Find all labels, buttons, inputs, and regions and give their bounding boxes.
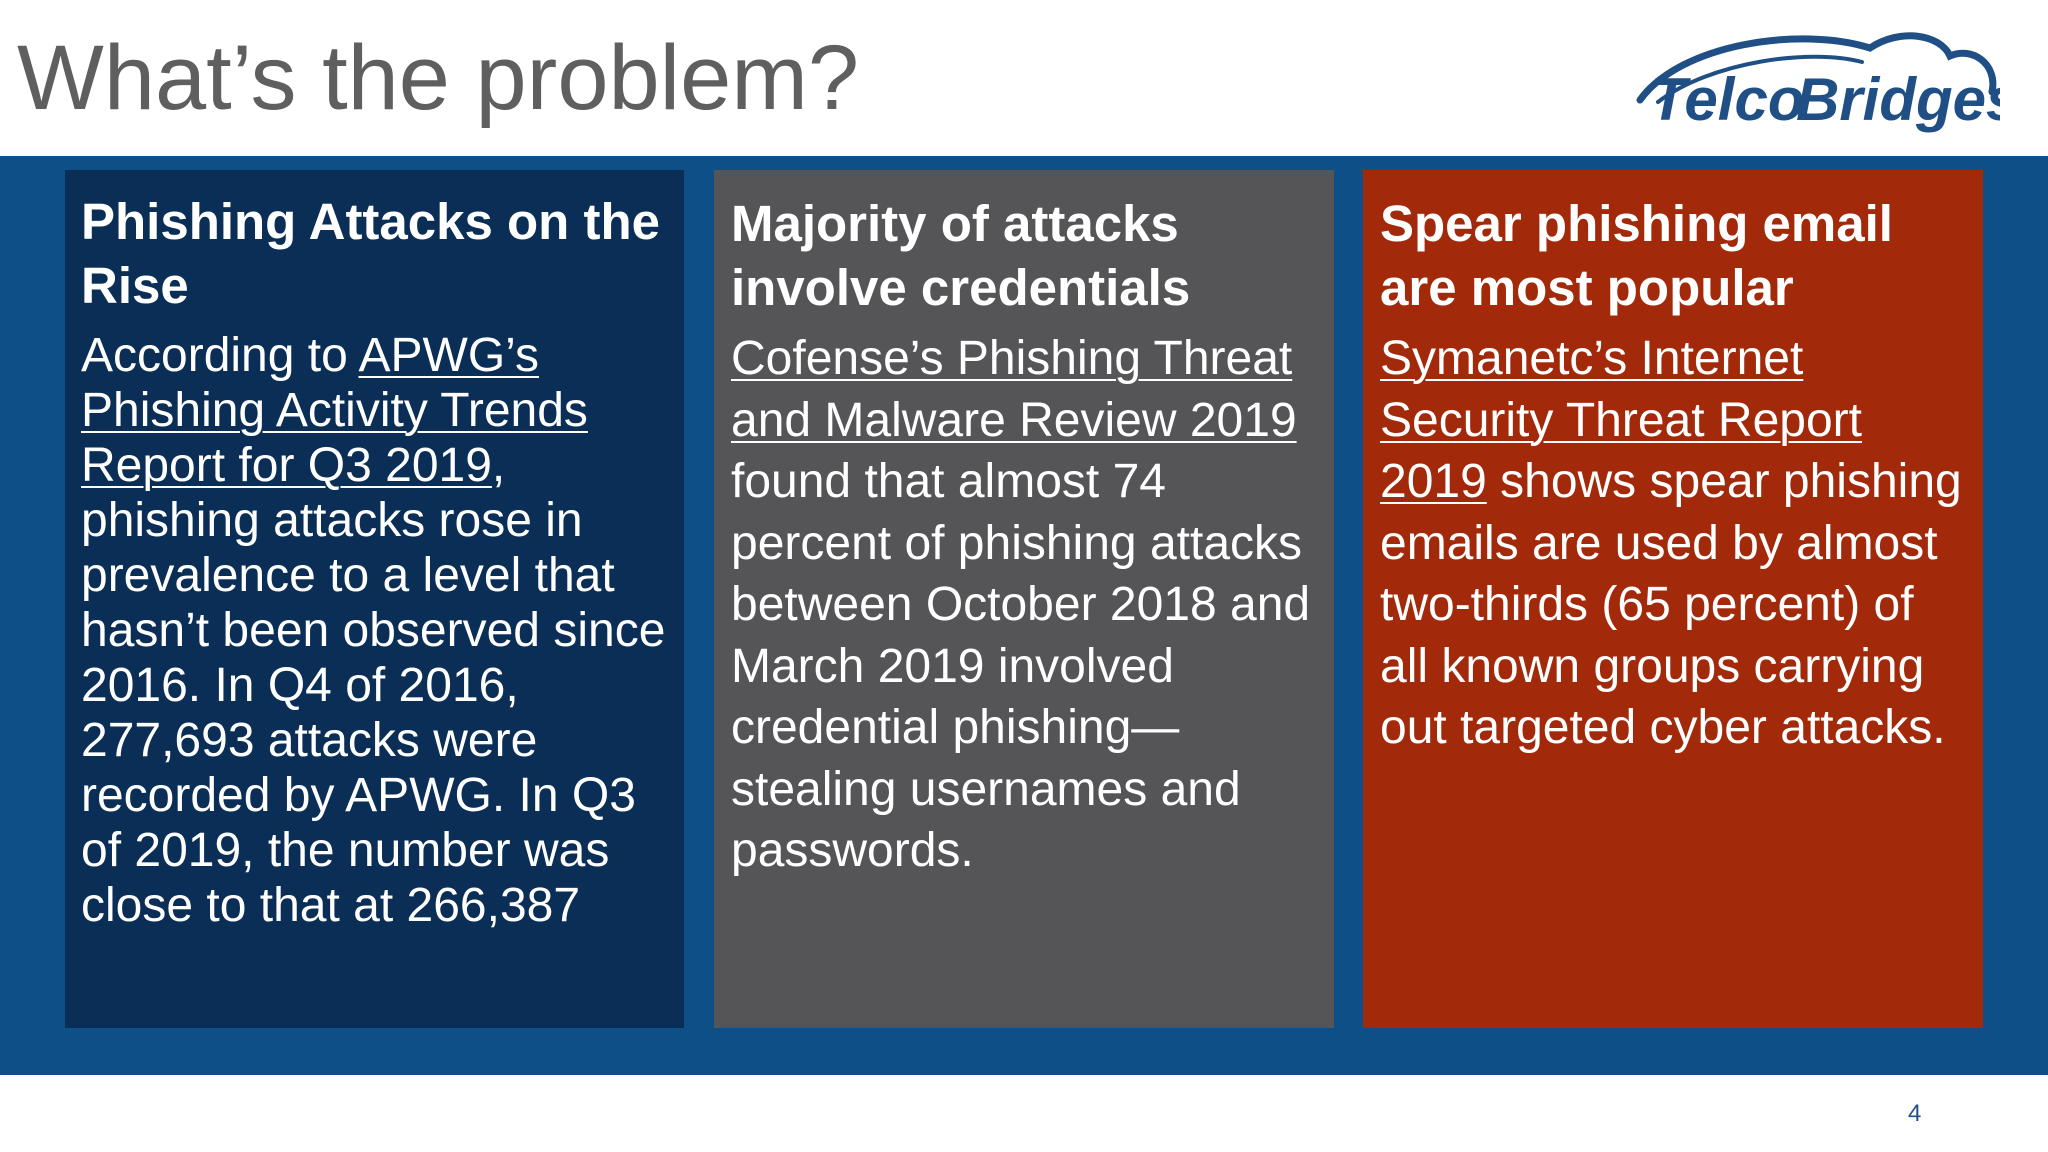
logo-text-telco: Telco xyxy=(1650,66,1804,133)
page-number: 4 xyxy=(1908,1100,1922,1127)
apwg-report-link[interactable]: APWG’s Phishing Activity Trends Report f… xyxy=(81,329,588,492)
body-text: found that almost 74 percent of phishing… xyxy=(731,455,1311,877)
body-text: According to xyxy=(81,329,359,382)
cofense-report-link[interactable]: Cofense’s Phishing Threat and Malware Re… xyxy=(731,332,1297,447)
panel-body: Cofense’s Phishing Threat and Malware Re… xyxy=(731,328,1318,882)
telcobridges-logo: Telco Bridges xyxy=(1600,22,2000,140)
body-text: , phishing attacks rose in prevalence to… xyxy=(81,439,666,932)
panel-title: Majority of attacks involve credentials xyxy=(731,195,1191,316)
panel-title: Phishing Attacks on the Rise xyxy=(81,193,661,314)
panel-phishing-rise: Phishing Attacks on the Rise According t… xyxy=(65,170,684,1028)
symantec-report-link[interactable]: Symanetc’s Internet Security Threat Repo… xyxy=(1380,332,1862,508)
logo-text-bridges: Bridges xyxy=(1796,66,2000,133)
panel-title: Spear phishing email are most popular xyxy=(1380,195,1893,316)
panel-credentials: Majority of attacks involve credentials … xyxy=(714,170,1334,1028)
panel-body: Symanetc’s Internet Security Threat Repo… xyxy=(1380,328,1967,759)
panel-spear-phishing: Spear phishing email are most popular Sy… xyxy=(1363,170,1983,1028)
body-text: shows spear phishing emails are used by … xyxy=(1380,455,1962,754)
panel-body: According to APWG’s Phishing Activity Tr… xyxy=(81,328,668,933)
slide-title: What’s the problem? xyxy=(17,27,860,129)
